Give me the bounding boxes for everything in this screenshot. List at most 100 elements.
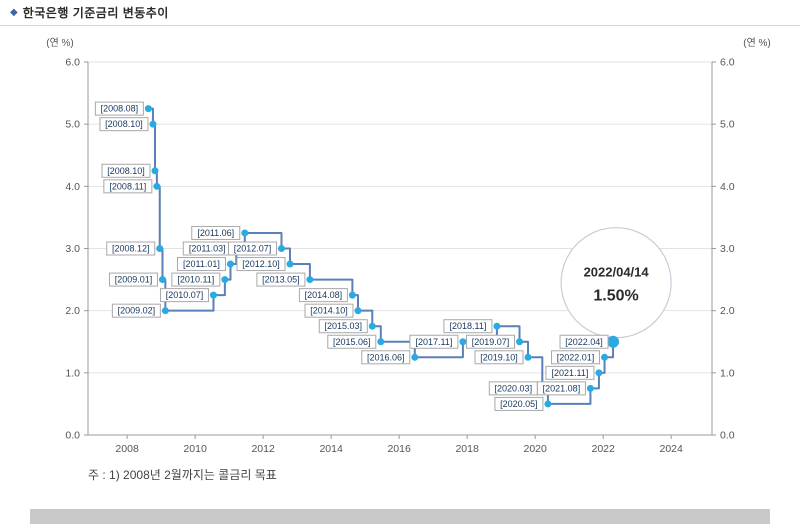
data-point-label-box bbox=[361, 350, 411, 365]
base-rate-step-chart: 0.0 0.0 1.0 1.0 2.0 2.0 3.0 3.0 4.0 4.0 5.0 5.0 6.0 6… bbox=[46, 37, 771, 455]
data-point-marker bbox=[221, 276, 229, 284]
data-point-label: [2010.07] bbox=[166, 290, 204, 300]
data-point-label: [2015.03] bbox=[325, 321, 363, 331]
data-point-label-box bbox=[191, 225, 241, 240]
y-tick-label: 6.0 bbox=[65, 57, 80, 69]
y-unit-label-right: (연 %) bbox=[743, 37, 771, 49]
y-tick-label: 0.0 bbox=[720, 430, 735, 442]
data-point-label: [2010.11] bbox=[177, 275, 214, 285]
data-point-label: [2019.10] bbox=[480, 352, 518, 362]
y-tick-label: 0.0 bbox=[65, 430, 80, 442]
data-point-label: [2008.08] bbox=[101, 104, 139, 114]
x-tick-label: 2024 bbox=[660, 443, 684, 455]
data-point-marker bbox=[226, 260, 234, 268]
data-point-label: [2017.11] bbox=[415, 337, 452, 347]
data-point-label-box bbox=[256, 272, 306, 287]
y-tick-label: 1.0 bbox=[65, 367, 80, 379]
data-point-label: [2009.01] bbox=[115, 275, 153, 285]
data-point-label: [2019.07] bbox=[472, 337, 510, 347]
x-tick-label: 2014 bbox=[319, 443, 343, 455]
data-point-marker bbox=[209, 291, 217, 299]
bottom-bar bbox=[30, 509, 770, 524]
data-point-label-box bbox=[443, 319, 493, 334]
data-point-label-box bbox=[474, 350, 524, 365]
data-point-label: [2008.11] bbox=[109, 181, 146, 191]
latest-data-point-marker bbox=[607, 335, 620, 348]
data-point-label: [2018.11] bbox=[449, 321, 486, 331]
y-unit-label-left: (연 %) bbox=[46, 37, 74, 49]
data-point-label: [2011.06] bbox=[197, 228, 234, 238]
data-point-marker bbox=[153, 182, 161, 190]
latest-rate-value: 1.50% bbox=[593, 288, 638, 305]
title-bullet-icon: ◆ bbox=[10, 6, 18, 18]
y-tick-label: 5.0 bbox=[65, 119, 80, 131]
x-tick-label: 2012 bbox=[251, 443, 275, 455]
data-point-label-box bbox=[176, 257, 226, 272]
data-point-label: [2012.10] bbox=[242, 259, 280, 269]
data-point-label-box bbox=[227, 241, 277, 256]
y-tick-label: 2.0 bbox=[720, 305, 735, 317]
data-point-label: [2021.08] bbox=[543, 383, 581, 393]
data-point-label: [2016.06] bbox=[367, 352, 405, 362]
data-point-marker bbox=[156, 245, 164, 252]
data-point-marker bbox=[524, 353, 532, 361]
data-point-label-box bbox=[304, 303, 354, 318]
data-point-marker bbox=[354, 307, 362, 315]
data-point-label: [2012.07] bbox=[234, 244, 272, 254]
x-tick-label: 2020 bbox=[523, 443, 547, 455]
x-tick-label: 2008 bbox=[115, 443, 139, 455]
y-tick-label: 2.0 bbox=[65, 305, 80, 317]
data-point-label-box bbox=[94, 101, 144, 116]
data-point-marker bbox=[377, 338, 385, 346]
data-point-marker bbox=[411, 353, 419, 361]
data-point-label: [2008.10] bbox=[107, 166, 145, 176]
data-point-marker bbox=[144, 105, 152, 113]
x-tick-label: 2016 bbox=[387, 443, 411, 455]
data-point-marker bbox=[459, 338, 467, 346]
data-point-marker bbox=[595, 369, 603, 377]
data-point-label-box bbox=[103, 179, 153, 194]
x-tick-label: 2010 bbox=[183, 443, 207, 455]
page-header: ◆ 한국은행 기준금리 변동추이 bbox=[0, 0, 800, 26]
data-point-label: [2020.05] bbox=[500, 399, 538, 409]
data-point-label: [2009.02] bbox=[118, 306, 156, 316]
data-point-label-box bbox=[536, 381, 586, 396]
data-point-label: [2020.03] bbox=[495, 383, 533, 393]
y-tick-label: 3.0 bbox=[65, 243, 80, 255]
data-point-marker bbox=[158, 276, 166, 284]
x-tick-label: 2022 bbox=[592, 443, 616, 455]
data-point-marker bbox=[161, 307, 169, 315]
data-point-marker bbox=[286, 260, 294, 268]
y-tick-label: 3.0 bbox=[720, 243, 735, 255]
data-point-label-box bbox=[171, 272, 221, 287]
y-tick-label: 6.0 bbox=[720, 57, 735, 69]
data-point-marker bbox=[241, 229, 249, 237]
data-point-marker bbox=[348, 291, 356, 299]
data-point-marker bbox=[277, 245, 285, 252]
data-point-label: [2022.01] bbox=[557, 352, 595, 362]
data-point-label: [2011.01] bbox=[183, 259, 220, 269]
data-point-label-box bbox=[108, 272, 158, 287]
data-point-marker bbox=[544, 400, 552, 408]
data-point-label-box bbox=[318, 319, 368, 334]
data-point-label: [2013.05] bbox=[262, 275, 300, 285]
chart-area: 0.0 0.0 1.0 1.0 2.0 2.0 3.0 3.0 4.0 4.0 5.0 5.0 6.0 6… bbox=[0, 30, 800, 475]
data-point-label-box bbox=[159, 288, 209, 303]
latest-rate-callout-circle bbox=[560, 227, 672, 339]
data-point-label-box bbox=[545, 365, 595, 380]
data-point-marker bbox=[368, 322, 376, 330]
data-point-label-box bbox=[466, 334, 516, 349]
data-point-label-box bbox=[101, 163, 151, 178]
data-point-marker bbox=[601, 353, 609, 361]
data-point-marker bbox=[586, 384, 594, 392]
data-point-marker bbox=[493, 322, 501, 330]
data-point-label-box bbox=[559, 334, 609, 349]
data-point-label: [2014.08] bbox=[305, 290, 343, 300]
data-point-label: [2015.06] bbox=[333, 337, 371, 347]
data-point-label-box bbox=[298, 288, 348, 303]
data-point-label-box bbox=[494, 396, 544, 411]
data-point-label: [2008.10] bbox=[105, 119, 143, 129]
data-point-label-box bbox=[551, 350, 601, 365]
footnote: 주 : 1) 2008년 2월까지는 콜금리 목표 bbox=[88, 468, 277, 482]
